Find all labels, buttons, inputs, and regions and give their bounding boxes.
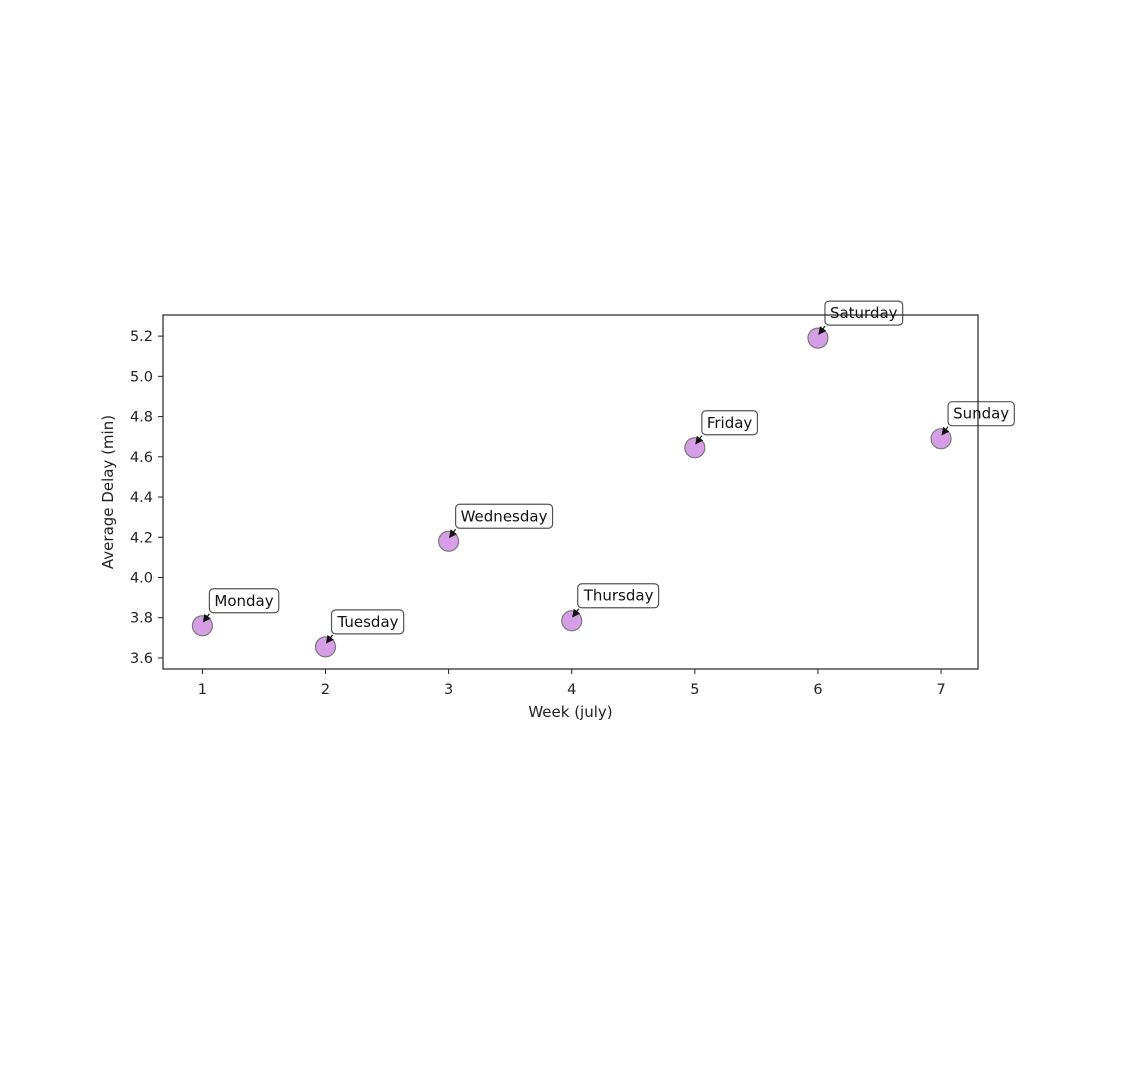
annotation-arrow [695, 435, 704, 445]
scatter-point-wednesday [438, 530, 460, 552]
annotation-arrow [202, 613, 211, 623]
annotation-sunday: Sunday [941, 401, 1015, 436]
annotation-arrow [941, 426, 950, 436]
annotation-thursday: Thursday [572, 583, 660, 618]
annotation-box [701, 410, 759, 436]
annotation-box [577, 583, 660, 609]
annotation-label: Sunday [953, 405, 1009, 423]
y-tick-label: 4.2 [130, 530, 153, 546]
y-tick-label: 3.8 [130, 611, 153, 627]
annotation-box [455, 503, 554, 529]
annotation-arrow [449, 528, 458, 539]
annotation-monday: Monday [202, 588, 280, 623]
plot-area-frame [162, 314, 979, 670]
annotation-wednesday: Wednesday [449, 503, 554, 539]
x-tick-label: 4 [567, 682, 576, 698]
scatter-point-friday [684, 437, 706, 459]
annotation-label: Tuesday [337, 613, 399, 631]
annotation-box [208, 588, 280, 614]
annotation-label: Saturday [830, 304, 898, 322]
y-tick-label: 5.2 [130, 329, 153, 345]
annotation-label: Wednesday [461, 507, 548, 525]
x-axis-label: Week (july) [528, 703, 612, 721]
y-tick-label: 3.6 [130, 651, 153, 667]
scatter-point-sunday [930, 428, 952, 450]
x-tick-label: 1 [198, 682, 207, 698]
annotation-arrow [572, 608, 581, 618]
annotation-label: Friday [707, 414, 753, 432]
y-tick-label: 4.6 [130, 450, 153, 466]
y-tick-label: 5.0 [130, 369, 153, 385]
x-tick-label: 6 [813, 682, 822, 698]
y-tick-label: 4.4 [130, 490, 153, 506]
scatter-point-thursday [561, 610, 583, 632]
y-axis-label: Average Delay (min) [99, 415, 117, 569]
annotations-layer: Monday Tuesday Wednesday Thursday Friday Satu… [202, 300, 1015, 644]
points-layer [191, 327, 952, 658]
x-tick-label: 3 [444, 682, 453, 698]
annotation-label: Monday [214, 592, 273, 610]
annotation-box [824, 300, 904, 326]
y-tick-label: 4.0 [130, 570, 153, 586]
scatter-point-tuesday [314, 636, 337, 658]
scatter-point-saturday [807, 327, 829, 349]
ticks-layer: 1 2 3 4 5 6 7 3.6 3.8 4.0 4.2 4.4 4.6 4.8 5.0 5.2 [130, 329, 946, 698]
annotation-arrow [325, 634, 334, 644]
x-tick-label: 5 [690, 682, 699, 698]
annotation-saturday: Saturday [818, 300, 904, 335]
y-tick-label: 4.8 [130, 410, 153, 426]
annotation-box [947, 401, 1015, 427]
annotation-label: Thursday [583, 587, 654, 605]
annotation-box [330, 609, 405, 635]
scatter-point-monday [191, 615, 213, 637]
annotation-tuesday: Tuesday [325, 609, 405, 644]
annotation-friday: Friday [695, 410, 759, 445]
x-tick-label: 2 [321, 682, 330, 698]
x-tick-label: 7 [936, 682, 945, 698]
annotation-arrow [818, 325, 827, 335]
